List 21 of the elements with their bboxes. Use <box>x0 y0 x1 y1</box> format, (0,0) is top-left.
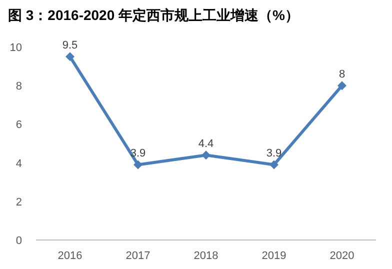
data-label: 3.9 <box>266 148 282 160</box>
point <box>338 81 346 90</box>
point <box>66 52 74 62</box>
y-tick-label: 10 <box>10 42 22 54</box>
x-tick-label: 2016 <box>58 250 82 262</box>
data-label: 9.5 <box>62 40 78 52</box>
y-tick-label: 0 <box>16 235 22 247</box>
point <box>134 160 142 170</box>
x-tick-label: 2018 <box>194 250 218 262</box>
data-label: 4.4 <box>198 138 214 150</box>
y-tick-label: 2 <box>16 196 22 208</box>
y-tick-label: 8 <box>16 80 22 93</box>
point <box>202 150 210 160</box>
point <box>270 160 278 170</box>
x-tick-label: 2017 <box>126 250 150 262</box>
y-tick-label: 4 <box>16 158 22 170</box>
chart-title: 图 3：2016-2020 年定西市规上工业增速（%） <box>8 7 299 23</box>
x-tick-label: 2020 <box>330 250 354 262</box>
data-label: 8 <box>338 68 346 81</box>
y-tick-label: 6 <box>16 119 22 132</box>
x-tick-label: 2019 <box>262 250 286 262</box>
